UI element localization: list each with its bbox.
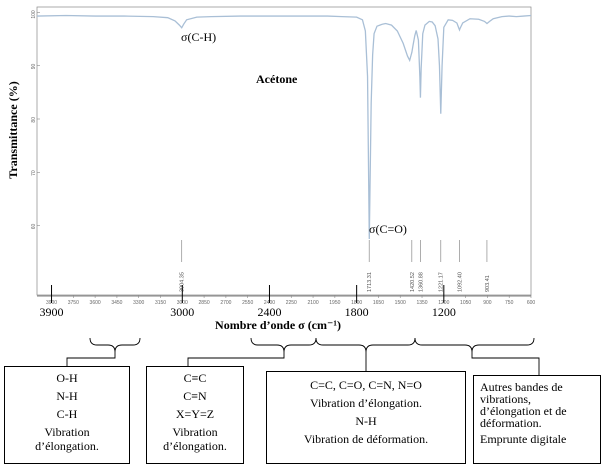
chart-title: Acétone (256, 72, 298, 86)
region-2-line-5: d’élongation. (163, 439, 227, 453)
region-3-line-1: C=C, C=O, C=N, N=O (310, 378, 422, 392)
y-tick-label: 70 (31, 170, 37, 176)
y-tick-label: 80 (31, 117, 37, 123)
x-tick-small-label: 3600 (90, 300, 101, 306)
x-tick-small-label: 1350 (416, 300, 427, 306)
region-2-line-2: C≡N (183, 389, 207, 403)
peak-label: 1092.40 (457, 272, 463, 292)
x-ticks-small: 3900375036003450330031503000285027002550… (46, 295, 535, 306)
region-2-line-3: X=Y=Z (175, 407, 215, 421)
peak-label: 1713.31 (367, 272, 373, 292)
region-box-3: C=C, C=O, C=N, N=O Vibration d’élongatio… (266, 371, 466, 464)
x-axis-label: Nombre d’onde σ (cm⁻¹) (215, 318, 341, 332)
x-tick-small-label: 1500 (395, 300, 406, 306)
region-box-2: C≡C C≡N X=Y=Z Vibration d’élongation. (146, 366, 244, 464)
peak-label: 903.41 (485, 275, 491, 292)
region-1-line-3: C-H (56, 407, 78, 421)
connector-4 (471, 352, 540, 376)
x-tick-small-label: 750 (505, 300, 514, 306)
region-box-1: O-H N-H C-H Vibration d’élongation. (4, 366, 130, 464)
region-2-line-1: C≡C (183, 371, 207, 385)
region-2-line-4: Vibration (172, 425, 218, 439)
x-tick-small-label: 1950 (329, 300, 340, 306)
region-4-line-4: déformation. (480, 416, 542, 430)
x-tick-small-label: 3450 (111, 300, 122, 306)
region-braces (66, 337, 540, 376)
x-tick-big-label: 1200 (432, 305, 456, 319)
plot-frame (36, 6, 532, 296)
x-tick-small-label: 1050 (460, 300, 471, 306)
region-3-line-3: N-H (355, 414, 377, 428)
x-tick-big-label: 3000 (170, 305, 194, 319)
y-axis-label: Transmittance (%) (6, 81, 20, 178)
region-3-line-4: Vibration de déformation. (303, 432, 429, 446)
region-box-4: Autres bandes de vibrations, d’élongatio… (473, 375, 601, 464)
region-4-line-2: vibrations, (480, 392, 531, 406)
peak-label: 1221.17 (439, 272, 445, 292)
x-tick-small-label: 600 (527, 300, 536, 306)
x-tick-big-label: 1800 (345, 305, 369, 319)
x-tick-small-label: 3150 (155, 300, 166, 306)
x-tick-small-label: 2700 (220, 300, 231, 306)
peak-label: 1360.88 (418, 272, 424, 292)
region-4-line-1: Autres bandes de (480, 380, 563, 394)
brace-1 (89, 337, 141, 353)
x-tick-small-label: 3300 (133, 300, 144, 306)
spectrum-line (36, 14, 532, 240)
x-tick-big-label: 2400 (257, 305, 281, 319)
x-tick-small-label: 3750 (68, 300, 79, 306)
x-tick-small-label: 1650 (373, 300, 384, 306)
x-tick-small-label: 900 (483, 300, 492, 306)
x-tick-small-label: 2100 (307, 300, 318, 306)
x-tick-small-label: 2550 (242, 300, 253, 306)
x-tick-small-label: 2850 (199, 300, 210, 306)
region-3-line-2: Vibration d’élongation. (310, 396, 422, 410)
brace-4 (414, 337, 535, 353)
region-1-line-2: N-H (56, 389, 78, 403)
x-tick-small-label: 2250 (286, 300, 297, 306)
y-tick-label: 60 (31, 223, 37, 229)
region-1-line-1: O-H (56, 371, 78, 385)
connector-1 (66, 352, 116, 368)
region-4-line-5: Emprunte digitale (480, 432, 567, 446)
region-1-line-4: Vibration (44, 425, 90, 439)
region-1-line-5: d’élongation. (35, 439, 99, 453)
brace-2 (250, 337, 317, 353)
connector-2 (187, 352, 285, 368)
peak-label: 3004.35 (180, 272, 186, 292)
y-tick-label: 100 (31, 10, 37, 19)
peak-markers: 3004.35 1713.31 1420.52 1360.88 1221.17 1092.… (180, 240, 491, 292)
y-tick-label: 90 (31, 63, 37, 69)
annotation-c-h: σ(C-H) (181, 30, 216, 44)
y-ticks: 100 90 80 70 60 (31, 10, 40, 229)
annotation-c-o: σ(C=O) (369, 222, 407, 236)
peak-label: 1420.52 (410, 272, 416, 292)
x-ticks-big: 3900 3000 2400 1800 1200 (40, 285, 456, 319)
region-4-line-3: d’élongation et de (480, 404, 567, 418)
x-tick-big-label: 3900 (40, 305, 64, 319)
brace-3 (315, 337, 416, 353)
